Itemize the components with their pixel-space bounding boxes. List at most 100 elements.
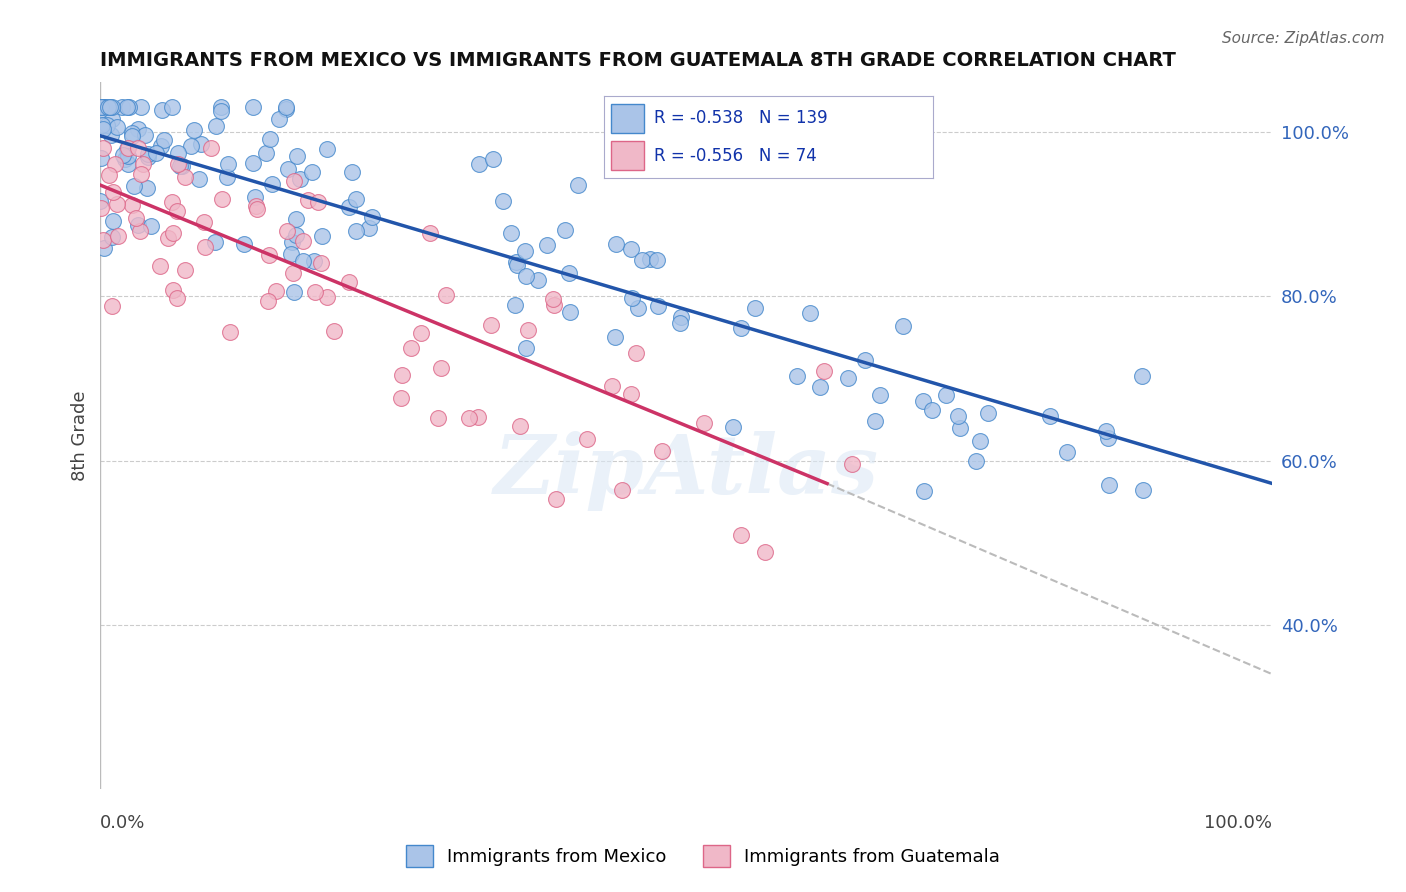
Point bbox=[316, 290, 339, 304]
Point bbox=[136, 181, 159, 195]
Point bbox=[204, 119, 226, 133]
Point bbox=[136, 147, 159, 161]
Point bbox=[969, 434, 991, 448]
Point bbox=[211, 192, 233, 206]
Point bbox=[541, 292, 564, 306]
Point bbox=[912, 394, 935, 409]
Point bbox=[527, 273, 550, 287]
Point bbox=[297, 193, 319, 207]
Point bbox=[276, 224, 298, 238]
Point bbox=[254, 146, 277, 161]
Point bbox=[754, 545, 776, 559]
Point bbox=[111, 100, 134, 114]
Point bbox=[219, 325, 242, 339]
Point bbox=[912, 484, 935, 499]
Point bbox=[837, 371, 859, 385]
Point bbox=[630, 253, 652, 268]
Point bbox=[576, 432, 599, 446]
Point bbox=[730, 528, 752, 542]
Point bbox=[481, 152, 503, 166]
Point bbox=[1097, 431, 1119, 445]
Point bbox=[311, 229, 333, 244]
Point bbox=[150, 139, 173, 153]
Point bbox=[863, 414, 886, 428]
Point bbox=[786, 368, 808, 383]
Point bbox=[1056, 445, 1078, 459]
Point bbox=[91, 118, 114, 132]
Point bbox=[935, 388, 957, 402]
Point bbox=[360, 210, 382, 224]
Point bbox=[107, 229, 129, 244]
Point bbox=[285, 149, 308, 163]
Point bbox=[612, 483, 634, 497]
Point bbox=[605, 237, 627, 252]
Point bbox=[233, 236, 256, 251]
Point bbox=[242, 156, 264, 170]
Point bbox=[193, 215, 215, 229]
Point bbox=[808, 380, 831, 394]
Point bbox=[89, 103, 111, 117]
Y-axis label: 8th Grade: 8th Grade bbox=[72, 391, 89, 481]
Point bbox=[567, 178, 589, 192]
Point bbox=[509, 419, 531, 434]
Point bbox=[260, 177, 283, 191]
Point bbox=[188, 171, 211, 186]
Point bbox=[100, 299, 122, 313]
Point bbox=[505, 254, 527, 268]
Point bbox=[174, 263, 197, 277]
Point bbox=[145, 145, 167, 160]
Point bbox=[458, 411, 481, 425]
Point bbox=[118, 100, 141, 114]
Point bbox=[557, 267, 579, 281]
Point bbox=[121, 126, 143, 140]
Point bbox=[91, 233, 114, 247]
Point bbox=[274, 102, 297, 116]
Point bbox=[391, 368, 413, 383]
Point bbox=[209, 100, 232, 114]
Point bbox=[467, 409, 489, 424]
Point bbox=[121, 198, 143, 212]
Text: 100.0%: 100.0% bbox=[1205, 814, 1272, 832]
Point bbox=[134, 128, 156, 142]
Point bbox=[257, 247, 280, 261]
Point bbox=[506, 258, 529, 272]
Point bbox=[97, 100, 120, 114]
Point bbox=[891, 318, 914, 333]
Point bbox=[357, 221, 380, 235]
Point bbox=[89, 194, 111, 208]
Text: 0.0%: 0.0% bbox=[100, 814, 146, 832]
Point bbox=[536, 238, 558, 252]
Point bbox=[292, 253, 315, 268]
Point bbox=[91, 100, 114, 114]
Point bbox=[515, 244, 537, 258]
Point bbox=[1132, 483, 1154, 497]
Point bbox=[127, 141, 149, 155]
Point bbox=[965, 454, 987, 468]
Point bbox=[124, 211, 146, 225]
Point bbox=[90, 201, 112, 215]
Point bbox=[114, 152, 136, 166]
Point bbox=[389, 391, 412, 405]
Text: Source: ZipAtlas.com: Source: ZipAtlas.com bbox=[1222, 31, 1385, 46]
Point bbox=[730, 321, 752, 335]
Point bbox=[136, 150, 159, 164]
Point bbox=[436, 287, 458, 301]
Legend: Immigrants from Mexico, Immigrants from Guatemala: Immigrants from Mexico, Immigrants from … bbox=[398, 838, 1008, 874]
Point bbox=[157, 231, 180, 245]
Point bbox=[97, 168, 120, 182]
Point bbox=[516, 322, 538, 336]
Point bbox=[285, 211, 308, 226]
Point bbox=[183, 123, 205, 137]
Point bbox=[180, 139, 202, 153]
Point bbox=[515, 342, 537, 356]
Point bbox=[277, 162, 299, 177]
Point bbox=[105, 120, 128, 134]
Point bbox=[721, 419, 744, 434]
Point bbox=[173, 169, 195, 184]
Point bbox=[274, 100, 297, 114]
Point bbox=[117, 141, 139, 155]
Point bbox=[167, 157, 190, 171]
Point bbox=[215, 169, 238, 184]
Point bbox=[280, 247, 302, 261]
Point bbox=[117, 149, 139, 163]
